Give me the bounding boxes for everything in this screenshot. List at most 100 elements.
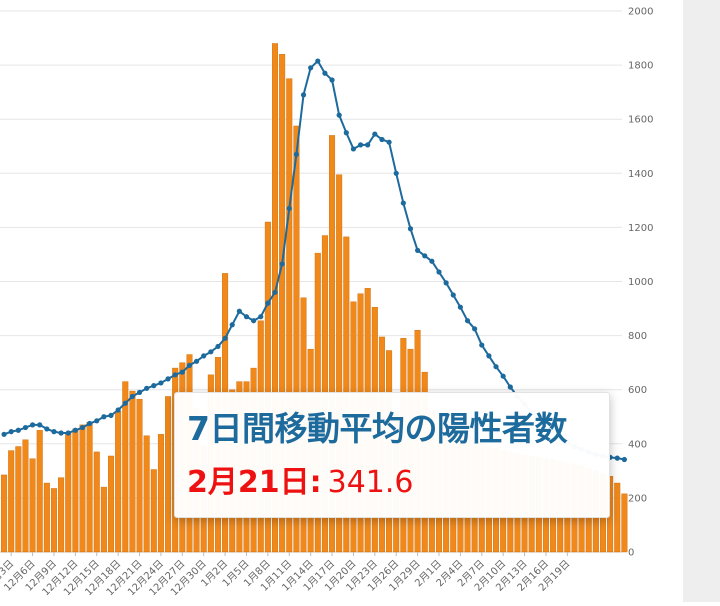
- moving-average-point: [386, 139, 392, 145]
- tooltip-title: 7日間移動平均の陽性者数: [187, 409, 567, 448]
- bar: [93, 451, 100, 553]
- moving-average-point: [65, 430, 71, 436]
- moving-average-point: [614, 455, 620, 461]
- moving-average-point: [37, 422, 43, 428]
- moving-average-point: [101, 414, 107, 420]
- moving-average-point: [44, 426, 50, 432]
- moving-average-point: [201, 353, 207, 359]
- moving-average-point: [500, 373, 506, 379]
- y-axis: 0 200 400 600 800 1000 1200 1400 1600 1800 2000: [628, 7, 653, 559]
- moving-average-point: [486, 353, 492, 359]
- moving-average-point: [272, 289, 278, 295]
- moving-average-point: [193, 358, 200, 364]
- moving-average-point: [158, 380, 164, 386]
- moving-average-point: [336, 112, 342, 118]
- scroll-panel: [683, 0, 720, 602]
- moving-average-point: [308, 65, 314, 71]
- tooltip-date: 2月21日:: [187, 465, 322, 500]
- bar: [122, 381, 129, 553]
- moving-average-point: [322, 70, 328, 76]
- moving-average-point: [357, 142, 364, 148]
- moving-average-point: [315, 58, 321, 64]
- moving-average-point: [122, 400, 128, 406]
- bar: [50, 488, 57, 553]
- y-tick-label: 200: [628, 493, 647, 504]
- moving-average-point: [372, 131, 378, 137]
- y-tick-label: 0: [628, 548, 634, 559]
- bar: [29, 458, 36, 553]
- moving-average-point: [115, 407, 121, 413]
- bar: [15, 446, 22, 553]
- bar: [621, 493, 628, 553]
- bar: [36, 430, 43, 553]
- moving-average-point: [87, 420, 93, 427]
- moving-average-point: [108, 412, 114, 418]
- moving-average-point: [229, 322, 235, 328]
- y-tick-label: 400: [628, 439, 647, 450]
- moving-average-point: [450, 292, 456, 298]
- moving-average-point: [243, 314, 250, 320]
- moving-average-point: [236, 308, 242, 314]
- bar: [129, 390, 136, 553]
- moving-average-point: [58, 430, 64, 436]
- moving-average-point: [379, 136, 385, 143]
- bar: [58, 477, 65, 553]
- bar: [8, 450, 15, 553]
- moving-average-point: [79, 424, 86, 431]
- moving-average-point: [457, 304, 463, 310]
- moving-average-point: [350, 146, 357, 152]
- moving-average-point: [265, 300, 271, 306]
- y-tick-label: 1000: [628, 277, 653, 288]
- x-axis: 12月3日12月6日12月9日12月12日12月15日12月18日12月21日1…: [0, 552, 572, 598]
- moving-average-point: [300, 92, 307, 98]
- moving-average-point: [1, 431, 7, 437]
- tooltip-value: 341.6: [327, 465, 414, 500]
- bar: [65, 432, 72, 553]
- moving-average-point: [507, 384, 513, 390]
- moving-average-point: [621, 456, 627, 463]
- moving-average-point: [151, 383, 157, 389]
- bar: [115, 411, 122, 553]
- moving-average-point: [94, 418, 100, 424]
- bar: [79, 424, 86, 553]
- moving-average-point: [422, 253, 428, 259]
- bar: [293, 125, 300, 553]
- moving-average-point: [479, 342, 485, 348]
- bar: [336, 174, 343, 553]
- y-tick-label: 1600: [628, 115, 653, 126]
- moving-average-point: [144, 385, 150, 391]
- bar: [150, 469, 157, 553]
- moving-average-point: [165, 376, 171, 382]
- y-tick-label: 2000: [628, 7, 653, 18]
- y-tick-label: 600: [628, 385, 647, 396]
- bar: [614, 482, 621, 553]
- moving-average-point: [400, 200, 406, 206]
- moving-average-point: [251, 318, 257, 324]
- moving-average-point: [393, 170, 399, 176]
- moving-average-point: [343, 130, 349, 136]
- bar: [157, 434, 164, 553]
- y-tick-label: 1200: [628, 223, 653, 234]
- moving-average-point: [8, 429, 14, 435]
- bar: [72, 428, 79, 553]
- moving-average-point: [464, 318, 471, 324]
- tooltip-value-line: 2月21日: 341.6: [187, 463, 599, 507]
- bar: [136, 398, 143, 553]
- tooltip: 7日間移動平均の陽性者数 2月21日: 341.6: [174, 392, 610, 518]
- y-tick-label: 1400: [628, 169, 653, 180]
- moving-average-point: [443, 280, 449, 286]
- bar: [22, 439, 29, 553]
- moving-average-point: [493, 364, 499, 370]
- moving-average-point: [365, 142, 371, 148]
- bar: [108, 455, 115, 553]
- bar: [279, 54, 286, 553]
- moving-average-point: [72, 427, 78, 433]
- bar: [43, 482, 50, 553]
- moving-average-point: [186, 362, 193, 368]
- moving-average-point: [436, 269, 442, 275]
- moving-average-point: [15, 427, 21, 433]
- bar: [1, 474, 8, 553]
- bar: [100, 486, 107, 553]
- moving-average-point: [472, 326, 478, 332]
- moving-average-point: [222, 335, 228, 341]
